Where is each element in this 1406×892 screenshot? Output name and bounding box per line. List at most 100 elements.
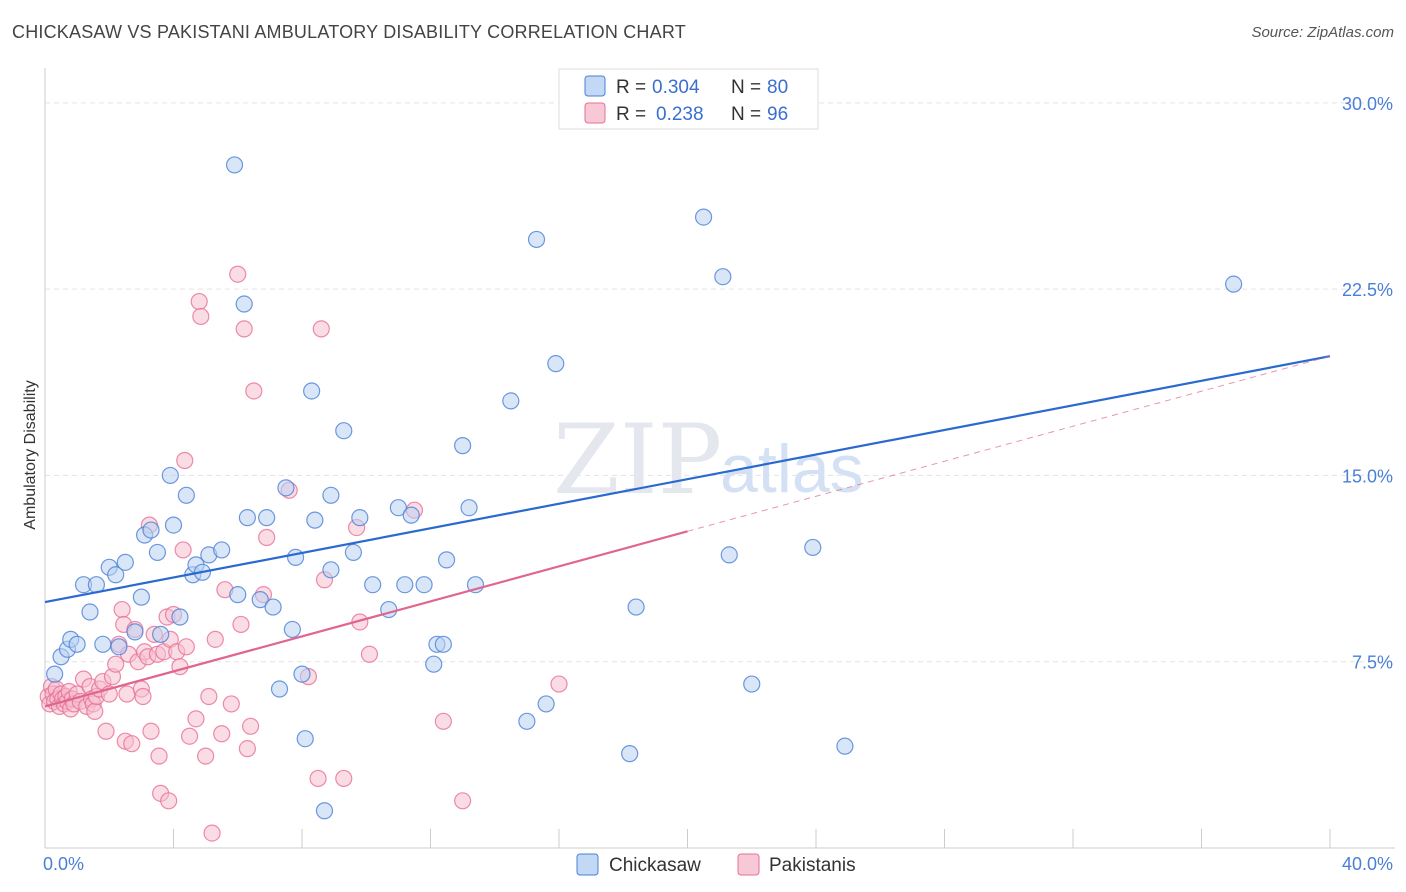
bottom-legend-swatch-chickasaw: [576, 853, 599, 876]
point-chickasaw-31: [238, 509, 256, 527]
point-chickasaw-71: [714, 268, 732, 286]
point-chickasaw-29: [229, 586, 247, 604]
point-chickasaw-34: [264, 598, 282, 616]
point-pakistanis-92: [550, 675, 568, 693]
source-label: Source: ZipAtlas.com: [1251, 24, 1394, 41]
bottom-legend-chickasaw: Chickasaw: [609, 855, 701, 876]
point-chickasaw-42: [306, 511, 324, 529]
point-chickasaw-32: [251, 591, 269, 609]
chart-title: CHICKASAW VS PAKISTANI AMBULATORY DISABI…: [12, 22, 686, 42]
point-chickasaw-10: [107, 566, 125, 584]
point-pakistanis-76: [242, 717, 260, 735]
trend-line-chickasaw: [44, 355, 1331, 604]
point-chickasaw-0: [46, 665, 64, 683]
y-tick-label-3: 30.0%: [1342, 94, 1393, 114]
legend-r-label-pakistanis: R =: [616, 104, 646, 125]
point-chickasaw-52: [396, 576, 414, 594]
point-chickasaw-19: [161, 466, 179, 485]
point-chickasaw-62: [502, 392, 520, 410]
y-tick-label-0: 7.5%: [1352, 653, 1393, 673]
point-pakistanis-28: [97, 722, 115, 740]
point-chickasaw-18: [152, 625, 170, 643]
point-pakistanis-83: [312, 320, 330, 338]
point-chickasaw-6: [81, 603, 99, 621]
tick-labels: 7.5% 15.0% 22.5% 30.0% 0.0% 40.0%: [43, 94, 1393, 874]
point-pakistanis-77: [245, 382, 263, 400]
point-pakistanis-85: [335, 769, 353, 788]
legend-n-value-chickasaw: 80: [767, 77, 788, 98]
trend-lines: [44, 355, 1331, 708]
point-pakistanis-67: [203, 824, 221, 842]
point-chickasaw-22: [177, 486, 195, 504]
point-pakistanis-74: [235, 320, 253, 338]
point-chickasaw-63: [518, 712, 536, 730]
point-pakistanis-66: [200, 687, 218, 706]
point-chickasaw-49: [364, 576, 382, 594]
point-chickasaw-75: [836, 737, 854, 755]
point-chickasaw-36: [277, 479, 295, 497]
point-pakistanis-24: [86, 702, 104, 720]
point-chickasaw-13: [126, 623, 144, 641]
point-chickasaw-8: [94, 635, 112, 653]
point-chickasaw-39: [293, 665, 311, 683]
legend-swatch-chickasaw: [584, 75, 606, 97]
point-chickasaw-60: [460, 499, 478, 517]
legend-r-value-pakistanis: 0.238: [656, 104, 704, 125]
point-chickasaw-37: [283, 620, 301, 639]
point-chickasaw-53: [402, 506, 420, 524]
point-pakistanis-63: [190, 292, 208, 311]
point-chickasaw-28: [225, 156, 244, 174]
point-chickasaw-12: [116, 553, 134, 571]
y-axis-label: Ambulatory Disability: [22, 380, 39, 529]
point-chickasaw-57: [434, 635, 452, 653]
point-chickasaw-65: [537, 695, 555, 713]
point-pakistanis-73: [232, 615, 250, 634]
gridlines: [45, 102, 1395, 663]
point-chickasaw-70: [694, 208, 713, 226]
point-chickasaw-14: [132, 588, 150, 606]
bottom-legend-swatch-pakistanis: [737, 853, 760, 876]
point-pakistanis-49: [150, 747, 168, 765]
legend-r-value-chickasaw: 0.304: [652, 77, 700, 98]
point-pakistanis-90: [434, 712, 452, 730]
point-chickasaw-48: [351, 509, 369, 527]
y-tick-label-2: 22.5%: [1342, 280, 1393, 300]
point-pakistanis-72: [229, 265, 247, 283]
point-chickasaw-66: [547, 355, 565, 373]
point-pakistanis-38: [123, 735, 141, 753]
point-pakistanis-53: [160, 792, 178, 810]
legend-n-label-pakistanis: N =: [731, 104, 761, 125]
point-pakistanis-79: [258, 528, 276, 547]
point-pakistanis-31: [107, 655, 125, 673]
point-chickasaw-27: [213, 541, 231, 559]
point-pakistanis-88: [360, 645, 379, 663]
point-chickasaw-21: [171, 608, 189, 626]
x-tick-label-0: 0.0%: [43, 854, 84, 874]
legend-r-label-chickasaw: R =: [616, 77, 646, 98]
point-pakistanis-75: [238, 740, 256, 758]
point-pakistanis-42: [134, 687, 152, 706]
point-chickasaw-54: [415, 576, 433, 594]
point-pakistanis-65: [197, 747, 215, 765]
point-pakistanis-33: [113, 600, 131, 619]
point-pakistanis-61: [180, 727, 199, 745]
point-chickasaw-74: [804, 538, 822, 557]
axes: [44, 68, 1395, 849]
point-chickasaw-72: [720, 546, 738, 564]
point-chickasaw-51: [389, 499, 407, 517]
point-chickasaw-55: [425, 655, 443, 673]
legend-n-value-pakistanis: 96: [767, 104, 788, 125]
point-chickasaw-73: [743, 675, 761, 693]
point-chickasaw-20: [164, 516, 183, 534]
legend-swatch-pakistanis: [584, 102, 606, 124]
data-points: [39, 106, 1243, 842]
point-pakistanis-82: [309, 769, 327, 788]
watermark-zip: ZIP: [553, 404, 722, 516]
point-chickasaw-47: [344, 543, 362, 562]
point-chickasaw-64: [527, 230, 546, 249]
point-chickasaw-33: [258, 509, 276, 527]
trend-line-pakistanis: [44, 530, 688, 708]
point-chickasaw-17: [148, 543, 167, 562]
series-legend: Chickasaw Pakistanis: [576, 853, 856, 876]
